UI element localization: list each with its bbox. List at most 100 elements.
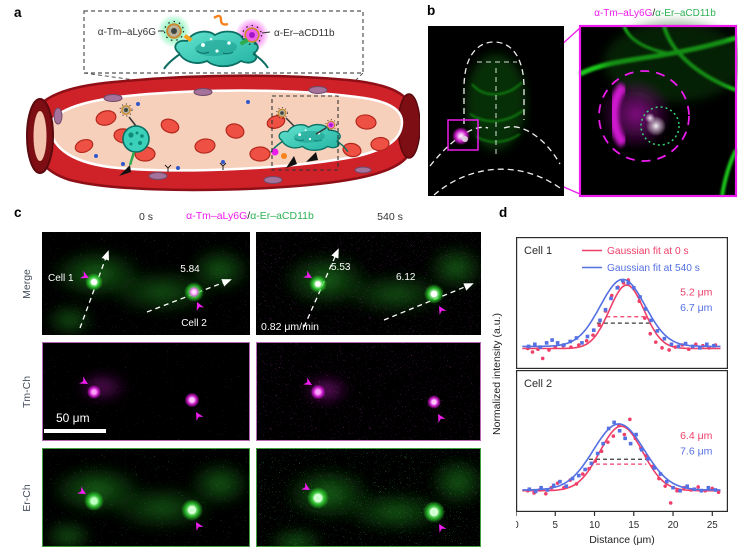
y-axis-label: Normalized intensity (a.u.) bbox=[491, 313, 503, 435]
endothelial-nuclei bbox=[53, 86, 372, 184]
width-value: 6.12 bbox=[396, 272, 416, 283]
data-point bbox=[667, 348, 671, 352]
trajectory-arrow bbox=[146, 279, 232, 313]
merge-0s-image: Cell 1 5.84 Cell 2 bbox=[42, 232, 250, 335]
row-label-er-ch: Er-Ch bbox=[21, 484, 33, 512]
data-point bbox=[569, 345, 573, 349]
title-tm: α-Tm–aLy6G bbox=[186, 210, 248, 222]
data-point bbox=[638, 295, 642, 299]
data-point bbox=[539, 485, 543, 490]
fwhm-value: 7.6 μm bbox=[680, 445, 713, 457]
data-point bbox=[555, 341, 560, 345]
x-tick-label: 15 bbox=[628, 520, 639, 531]
data-point bbox=[599, 449, 604, 454]
arrow-icon bbox=[119, 165, 131, 176]
data-point bbox=[540, 356, 545, 361]
panel-a-illustration: α-Tm–aLy6G α-Er–aCD11b Elongated neutrop… bbox=[26, 10, 420, 192]
data-point bbox=[564, 484, 569, 488]
data-point bbox=[591, 328, 596, 332]
data-point bbox=[658, 472, 663, 476]
tm-label: α-Tm–aLy6G bbox=[98, 27, 156, 38]
data-point bbox=[657, 476, 661, 481]
data-point bbox=[609, 296, 613, 301]
roi-box bbox=[447, 119, 479, 151]
data-point bbox=[611, 434, 616, 438]
data-point bbox=[620, 278, 625, 283]
panel-d-label: d bbox=[499, 205, 508, 220]
data-point bbox=[584, 338, 589, 343]
cell1-label: Cell 1 bbox=[48, 273, 74, 284]
data-point bbox=[712, 343, 716, 348]
data-point bbox=[673, 345, 678, 349]
cell-signal bbox=[452, 127, 470, 145]
data-point bbox=[705, 342, 709, 347]
data-point bbox=[653, 340, 658, 344]
data-point bbox=[533, 342, 537, 347]
tm-ch-0s-image: 50 μm bbox=[42, 342, 250, 441]
data-point bbox=[577, 343, 581, 347]
data-point bbox=[634, 432, 638, 437]
row-label-tm-ch: Tm-Ch bbox=[21, 375, 33, 409]
cell-dashed-circle bbox=[598, 70, 690, 162]
data-point bbox=[558, 479, 562, 484]
data-point bbox=[526, 344, 531, 349]
data-point bbox=[664, 479, 669, 484]
data-point bbox=[678, 488, 682, 493]
cell2-plot: 6.4 μm 7.6 μm Cell 2 0 5 10 15 20 25 bbox=[516, 370, 728, 531]
scale-bar-label: 50 μm bbox=[56, 411, 90, 425]
data-point bbox=[649, 318, 653, 323]
zoomed-image bbox=[578, 22, 738, 198]
data-point bbox=[544, 491, 548, 496]
data-point bbox=[601, 441, 605, 446]
data-point bbox=[597, 323, 602, 328]
legend-label: Gaussian fit at 540 s bbox=[607, 263, 700, 274]
er-linker bbox=[239, 38, 249, 46]
er-ch-0s-image bbox=[42, 448, 250, 547]
nucleus-dotted-circle bbox=[640, 106, 680, 146]
data-point bbox=[655, 329, 660, 333]
er-label: α-Er–aCD11b bbox=[274, 28, 335, 39]
elongated-neutrophil-roi bbox=[270, 95, 349, 171]
data-point bbox=[545, 488, 550, 492]
data-point bbox=[648, 331, 653, 336]
data-point bbox=[643, 307, 648, 311]
data-point bbox=[538, 345, 543, 349]
tissue-outline bbox=[429, 41, 561, 196]
data-point bbox=[547, 348, 551, 352]
data-point bbox=[595, 451, 600, 456]
panel-b-title: α-Tm–aLy6G/α-Er–aCD11b bbox=[594, 8, 716, 19]
data-point bbox=[685, 484, 689, 488]
data-point bbox=[585, 334, 590, 339]
data-point bbox=[615, 286, 620, 290]
data-point bbox=[716, 490, 721, 495]
scale-bar bbox=[44, 429, 106, 433]
tm-ch-540s-image bbox=[256, 342, 481, 441]
timepoint-540s: 540 s bbox=[377, 211, 403, 223]
panel-c-title: α-Tm–aLy6G/α-Er–aCD11b bbox=[186, 210, 314, 222]
data-point bbox=[628, 417, 632, 422]
gaussian-curve bbox=[522, 425, 721, 492]
data-point bbox=[669, 342, 674, 347]
cell2-label: Cell 2 bbox=[181, 318, 207, 329]
data-point bbox=[676, 344, 681, 349]
plot-frame bbox=[516, 237, 728, 369]
x-tick-label: 0 bbox=[516, 520, 519, 531]
data-point bbox=[706, 485, 711, 490]
er-nanoparticle-icon bbox=[241, 24, 263, 46]
panel-b-images: α-Tm–aLy6G/α-Er–aCD11b bbox=[428, 8, 738, 198]
x-axis-label: Distance (μm) bbox=[589, 534, 655, 546]
fwhm-value: 6.4 μm bbox=[680, 430, 713, 442]
data-point bbox=[550, 338, 554, 342]
speed-value: 0.82 μm/min bbox=[261, 321, 319, 333]
data-point bbox=[598, 318, 602, 323]
arrow-icon bbox=[306, 152, 318, 162]
width-value: 5.84 bbox=[180, 264, 200, 275]
er-ch-540s-image bbox=[256, 448, 481, 547]
data-point bbox=[628, 441, 633, 446]
data-point bbox=[580, 472, 585, 476]
plot-title: Cell 2 bbox=[524, 378, 552, 390]
data-point bbox=[606, 440, 610, 444]
data-point bbox=[568, 339, 572, 344]
data-point bbox=[639, 447, 644, 452]
data-point bbox=[574, 482, 579, 486]
